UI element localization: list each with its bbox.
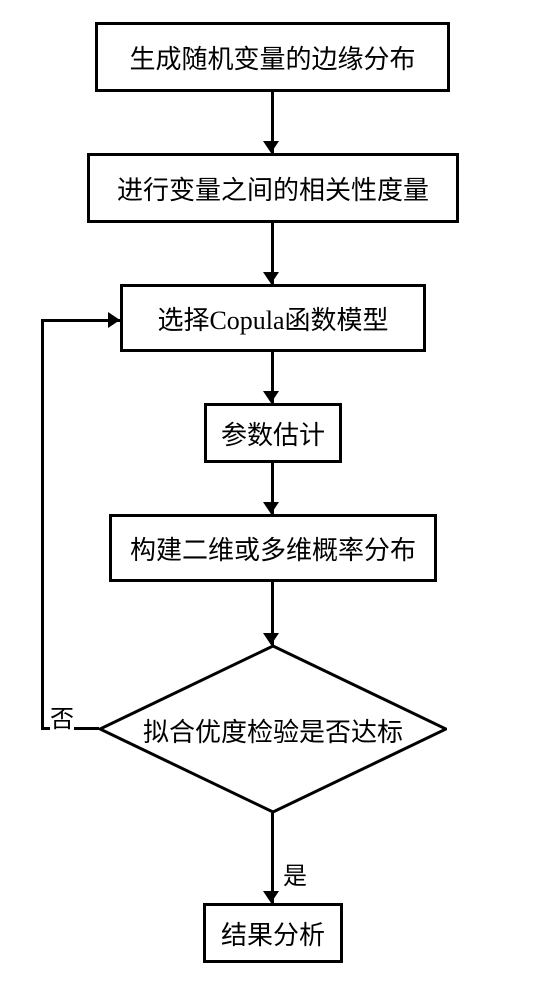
edge-label: 否 [50,699,74,734]
node-label: 拟合优度检验是否达标 [99,712,447,749]
arrow-head-icon [263,891,279,903]
edge-segment [271,813,274,903]
node-label: 生成随机变量的边缘分布 [129,39,415,76]
node-label: 参数估计 [221,415,325,452]
node-label: 选择Copula函数模型 [157,300,388,337]
arrow-head-icon [263,272,279,284]
node-label: 构建二维或多维概率分布 [130,530,416,567]
flowchart-node-n1: 生成随机变量的边缘分布 [95,22,450,92]
flowchart-node-n2: 进行变量之间的相关性度量 [87,153,459,223]
flowchart-node-n5: 构建二维或多维概率分布 [109,514,437,582]
edge-label: 是 [283,856,307,891]
arrow-head-icon [263,391,279,403]
arrow-head-icon [108,312,120,328]
flowchart-node-n4: 参数估计 [204,403,342,463]
arrow-head-icon [263,633,279,645]
edge-segment [41,319,44,730]
flowchart-node-n7: 结果分析 [203,903,343,963]
node-label: 进行变量之间的相关性度量 [117,170,429,207]
flowchart-node-n6: 拟合优度检验是否达标 [99,645,447,813]
node-label: 结果分析 [221,915,325,952]
arrow-head-icon [263,141,279,153]
arrow-head-icon [263,502,279,514]
flowchart-node-n3: 选择Copula函数模型 [120,284,426,352]
